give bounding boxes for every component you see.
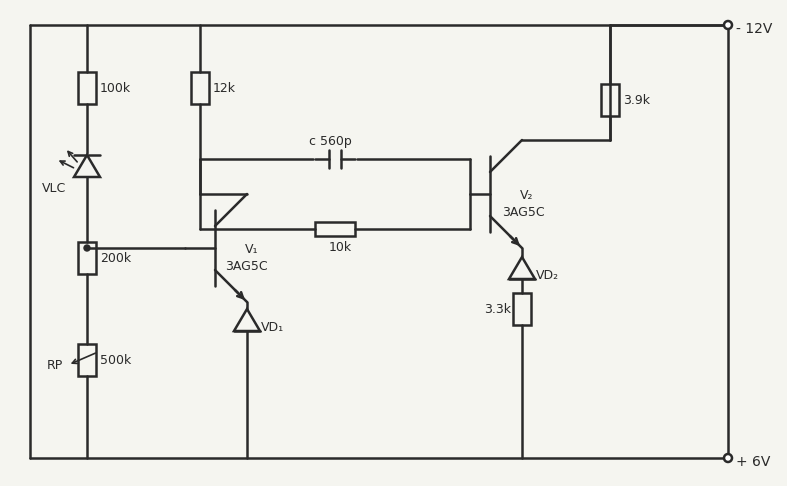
Text: 3.3k: 3.3k: [484, 302, 511, 315]
Text: VD₂: VD₂: [536, 268, 559, 281]
Circle shape: [724, 21, 732, 29]
Text: 3AG5C: 3AG5C: [225, 260, 268, 273]
Text: c 560p: c 560p: [309, 135, 351, 147]
Text: 100k: 100k: [100, 82, 131, 94]
Text: VD₁: VD₁: [261, 320, 284, 333]
Text: 200k: 200k: [100, 251, 131, 264]
Text: V₂: V₂: [520, 189, 534, 202]
Text: V₁: V₁: [245, 243, 258, 256]
Text: 10k: 10k: [328, 241, 352, 254]
Bar: [78, 344, 96, 376]
Circle shape: [724, 454, 732, 462]
Text: RP: RP: [47, 359, 63, 371]
Text: + 6V: + 6V: [736, 455, 770, 469]
Bar: [601, 84, 619, 116]
Text: 12k: 12k: [213, 82, 236, 94]
Text: VLC: VLC: [42, 181, 66, 194]
Bar: [513, 293, 531, 325]
Bar: [191, 72, 209, 104]
Text: 3.9k: 3.9k: [623, 93, 650, 106]
Bar: [315, 222, 355, 236]
Text: 500k: 500k: [100, 353, 131, 366]
Bar: [78, 72, 96, 104]
Text: - 12V: - 12V: [736, 22, 772, 36]
Bar: [78, 242, 96, 274]
Circle shape: [84, 245, 90, 251]
Text: 3AG5C: 3AG5C: [502, 206, 545, 219]
